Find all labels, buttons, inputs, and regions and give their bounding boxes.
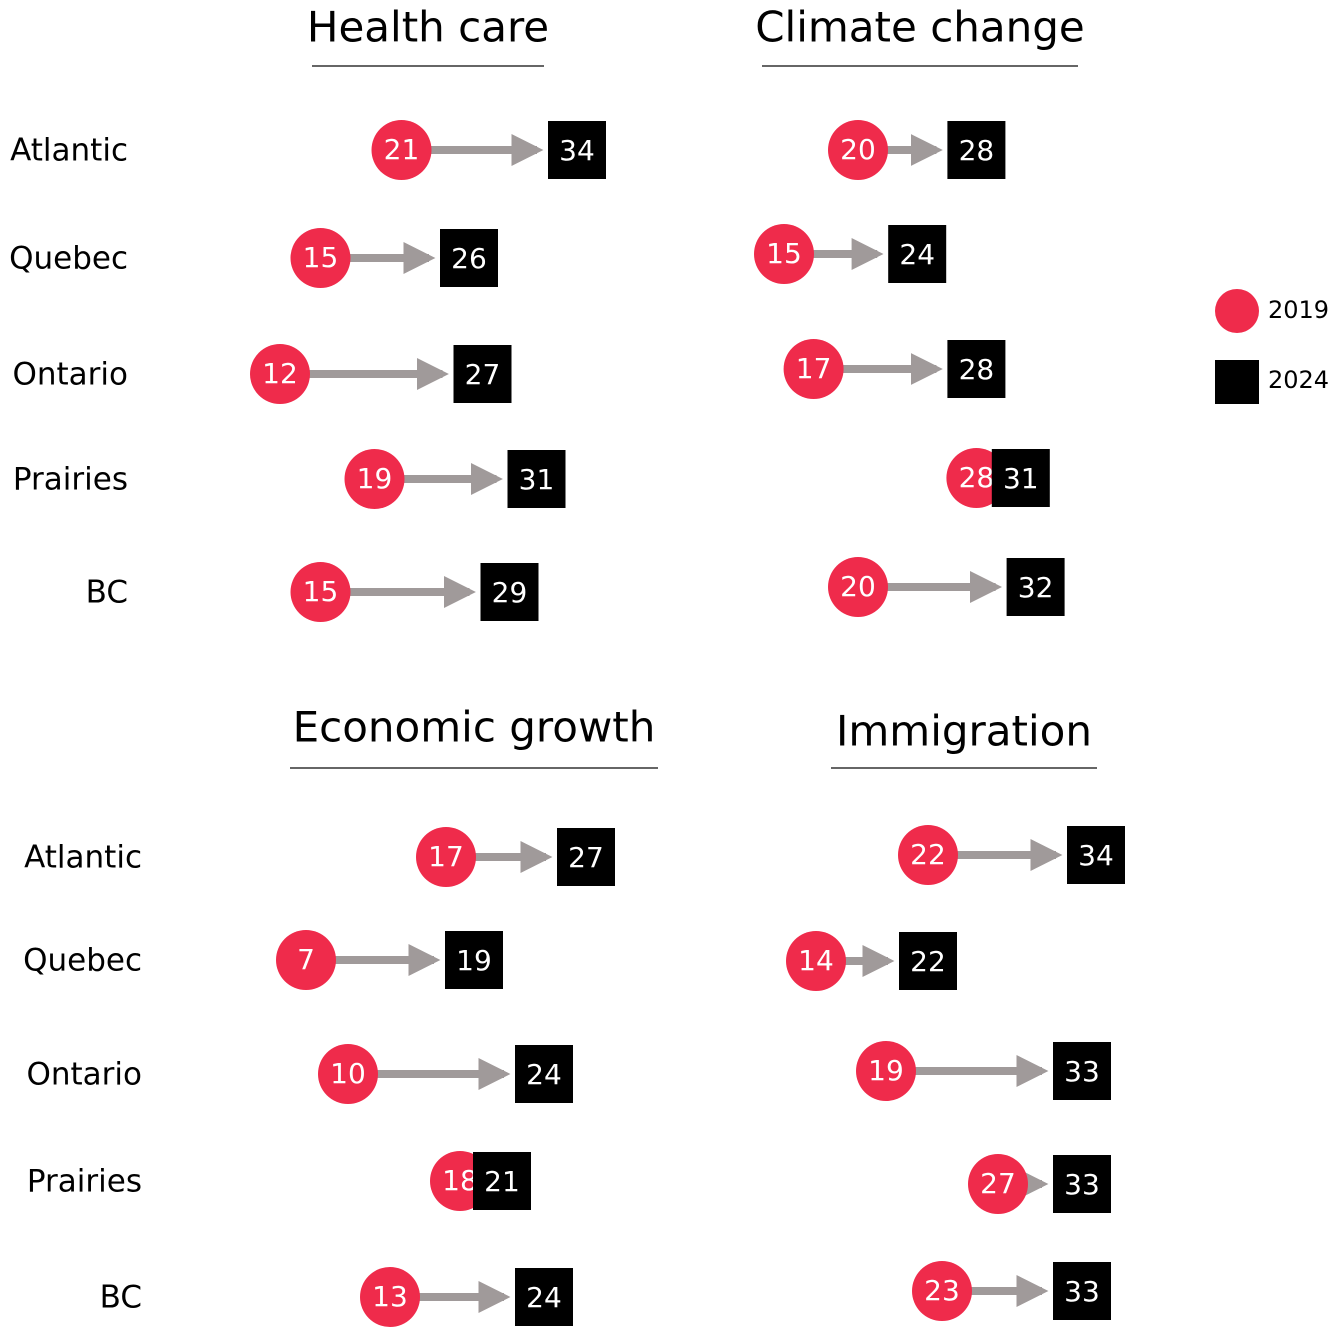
value-label: 19 bbox=[868, 1054, 904, 1087]
category-label: Prairies bbox=[27, 1164, 142, 1200]
chart-title: Climate change bbox=[755, 3, 1085, 52]
square-2024 bbox=[1006, 558, 1065, 616]
value-label: 17 bbox=[796, 352, 832, 385]
value-label: 17 bbox=[428, 840, 464, 873]
value-label: 34 bbox=[1078, 839, 1114, 872]
category-label: Atlantic bbox=[24, 840, 142, 876]
square-2024 bbox=[991, 449, 1050, 507]
square-2024 bbox=[1053, 1042, 1111, 1100]
value-label: 24 bbox=[899, 238, 935, 271]
square-2024 bbox=[453, 345, 512, 403]
dot-2019 bbox=[360, 1267, 420, 1327]
square-2024 bbox=[888, 225, 947, 283]
value-label: 18 bbox=[442, 1164, 478, 1197]
value-label: 33 bbox=[1064, 1168, 1100, 1201]
square-2024 bbox=[548, 121, 606, 179]
value-label: 33 bbox=[1064, 1275, 1100, 1308]
dot-2019 bbox=[318, 1044, 378, 1104]
value-label: 15 bbox=[766, 237, 802, 270]
dot-2019 bbox=[828, 120, 888, 180]
category-label: Prairies bbox=[13, 462, 128, 498]
value-label: 34 bbox=[559, 134, 595, 167]
dot-2019 bbox=[250, 344, 310, 404]
square-2024 bbox=[507, 450, 566, 508]
square-2024 bbox=[445, 931, 503, 989]
dot-2019 bbox=[371, 120, 432, 180]
square-2024 bbox=[480, 563, 539, 621]
dot-2019 bbox=[786, 931, 846, 991]
category-label: Ontario bbox=[26, 1057, 142, 1093]
value-label: 28 bbox=[959, 353, 995, 386]
value-label: 27 bbox=[568, 841, 604, 874]
square-2024 bbox=[1053, 1155, 1111, 1213]
value-label: 32 bbox=[1018, 571, 1054, 604]
legend-dot bbox=[1215, 289, 1259, 333]
dot-2019 bbox=[828, 557, 888, 617]
square-2024 bbox=[515, 1268, 573, 1326]
dot-2019 bbox=[968, 1154, 1028, 1214]
legend-label: 2024 bbox=[1268, 366, 1329, 394]
legend-square bbox=[1215, 360, 1259, 404]
value-label: 22 bbox=[910, 838, 946, 871]
value-label: 24 bbox=[526, 1281, 562, 1314]
chart-title: Immigration bbox=[836, 707, 1092, 756]
chart-title: Health care bbox=[307, 3, 549, 52]
value-label: 31 bbox=[1003, 462, 1039, 495]
value-label: 24 bbox=[526, 1058, 562, 1091]
dot-2019 bbox=[754, 224, 814, 284]
dot-2019 bbox=[290, 228, 351, 288]
category-label: BC bbox=[86, 575, 128, 611]
legend-label: 2019 bbox=[1268, 296, 1329, 324]
square-2024 bbox=[557, 828, 615, 886]
category-label: Quebec bbox=[23, 943, 142, 979]
value-label: 29 bbox=[492, 576, 528, 609]
value-label: 28 bbox=[959, 461, 995, 494]
value-label: 10 bbox=[330, 1057, 366, 1090]
square-2024 bbox=[1053, 1262, 1111, 1320]
square-2024 bbox=[947, 340, 1006, 398]
value-label: 14 bbox=[798, 944, 834, 977]
value-label: 27 bbox=[980, 1167, 1016, 1200]
square-2024 bbox=[899, 932, 957, 990]
category-label: Atlantic bbox=[10, 133, 128, 169]
dot-2019 bbox=[946, 448, 1007, 508]
dot-2019 bbox=[912, 1261, 972, 1321]
value-label: 12 bbox=[262, 357, 298, 390]
square-2024 bbox=[473, 1152, 531, 1210]
value-label: 19 bbox=[456, 944, 492, 977]
category-label: Quebec bbox=[9, 241, 128, 277]
square-2024 bbox=[1067, 826, 1125, 884]
value-label: 22 bbox=[910, 945, 946, 978]
dot-2019 bbox=[290, 562, 351, 622]
square-2024 bbox=[947, 121, 1006, 179]
value-label: 15 bbox=[303, 241, 339, 274]
dot-2019 bbox=[898, 825, 958, 885]
dot-2019 bbox=[276, 930, 336, 990]
dot-2019 bbox=[783, 339, 844, 399]
square-2024 bbox=[440, 229, 498, 287]
square-2024 bbox=[515, 1045, 573, 1103]
value-label: 15 bbox=[303, 575, 339, 608]
value-label: 23 bbox=[924, 1274, 960, 1307]
value-label: 20 bbox=[840, 570, 876, 603]
value-label: 31 bbox=[519, 463, 555, 496]
category-label: Ontario bbox=[12, 357, 128, 393]
value-label: 7 bbox=[297, 943, 315, 976]
value-label: 21 bbox=[484, 1165, 520, 1198]
category-label: BC bbox=[100, 1280, 142, 1316]
value-label: 13 bbox=[372, 1280, 408, 1313]
value-label: 20 bbox=[840, 133, 876, 166]
value-label: 19 bbox=[357, 462, 393, 495]
dot-2019 bbox=[416, 827, 476, 887]
dot-2019 bbox=[856, 1041, 916, 1101]
value-label: 27 bbox=[465, 358, 501, 391]
dot-2019 bbox=[344, 449, 405, 509]
value-label: 33 bbox=[1064, 1055, 1100, 1088]
value-label: 21 bbox=[384, 133, 420, 166]
chart-title: Economic growth bbox=[293, 703, 656, 752]
value-label: 26 bbox=[451, 242, 487, 275]
value-label: 28 bbox=[959, 134, 995, 167]
